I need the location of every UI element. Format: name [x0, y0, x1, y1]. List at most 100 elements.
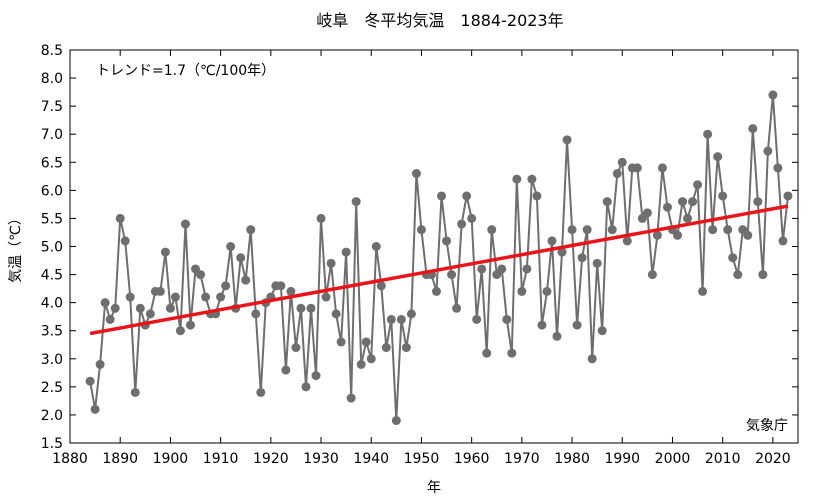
- data-point: [432, 286, 442, 296]
- x-tick-label: 1950: [404, 451, 440, 467]
- data-point: [296, 303, 306, 313]
- y-tick-label: 2.0: [41, 408, 63, 424]
- data-point: [256, 387, 266, 397]
- data-point: [557, 247, 567, 257]
- y-tick-label: 4.5: [41, 268, 63, 284]
- data-point: [517, 286, 527, 296]
- data-point: [105, 314, 115, 324]
- data-point: [703, 129, 713, 139]
- data-point: [763, 146, 773, 156]
- data-point: [582, 225, 592, 235]
- data-point: [341, 247, 351, 257]
- data-point: [356, 359, 366, 369]
- data-point: [120, 236, 130, 246]
- data-point: [477, 264, 487, 274]
- data-point: [622, 236, 632, 246]
- data-point: [311, 371, 321, 381]
- data-point: [406, 309, 416, 319]
- data-point: [617, 157, 627, 167]
- y-tick-label: 8.0: [41, 71, 63, 87]
- x-tick-label: 2010: [705, 451, 741, 467]
- data-point: [562, 135, 572, 145]
- data-point: [547, 236, 557, 246]
- data-point: [512, 174, 522, 184]
- y-axis: 1.5 2.0 2.5 3.0 3.5 4.0 4.5 5.0 5.5 6.0 6.5 7.0 7.5 8…: [41, 43, 798, 452]
- data-point: [371, 242, 381, 251]
- source-label: 気象庁: [746, 418, 788, 434]
- data-point: [170, 292, 180, 302]
- data-point: [467, 213, 477, 223]
- data-point: [487, 225, 497, 235]
- data-point: [542, 286, 552, 296]
- data-point: [246, 225, 256, 235]
- data-point: [326, 258, 336, 268]
- data-point: [115, 213, 125, 223]
- data-point: [783, 191, 793, 201]
- data-point: [773, 163, 783, 173]
- data-point: [527, 174, 537, 184]
- data-point: [577, 253, 587, 263]
- trend-annotation: トレンド=1.7（℃/100年）: [96, 63, 275, 79]
- series-layer: [85, 90, 793, 426]
- y-tick-label: 4.0: [41, 296, 63, 312]
- data-point: [100, 298, 110, 308]
- data-point: [567, 225, 577, 235]
- data-point: [708, 225, 718, 235]
- data-point: [768, 90, 778, 100]
- y-axis-label: 気温（℃）: [8, 211, 24, 283]
- data-point: [226, 242, 236, 251]
- data-point: [221, 281, 231, 291]
- data-point: [180, 219, 190, 229]
- series-line: [89, 94, 789, 421]
- data-point: [572, 320, 582, 330]
- data-point: [657, 163, 667, 173]
- data-point: [396, 314, 406, 324]
- data-point: [607, 225, 617, 235]
- trend-line: [89, 204, 789, 336]
- data-point: [602, 197, 612, 207]
- data-point: [376, 281, 386, 291]
- x-tick-label: 1890: [102, 451, 138, 467]
- data-point: [673, 230, 683, 240]
- data-point: [743, 230, 753, 240]
- data-point: [386, 314, 396, 324]
- data-point: [642, 208, 652, 218]
- data-point: [778, 236, 788, 246]
- data-point: [678, 197, 688, 207]
- data-point: [462, 191, 472, 201]
- data-point: [145, 309, 155, 319]
- data-point: [698, 286, 708, 296]
- x-tick-label: 1960: [454, 451, 490, 467]
- data-point: [748, 124, 758, 134]
- data-point: [537, 320, 547, 330]
- data-point: [236, 253, 246, 263]
- x-tick-label: 2000: [655, 451, 691, 467]
- y-tick-label: 8.5: [41, 43, 63, 59]
- data-point: [301, 382, 311, 392]
- data-point: [241, 275, 251, 285]
- y-tick-label: 3.5: [41, 324, 63, 340]
- data-point: [758, 270, 768, 280]
- data-point: [452, 303, 462, 313]
- x-tick-label: 1880: [52, 451, 88, 467]
- data-point: [251, 309, 261, 319]
- data-point: [306, 303, 316, 313]
- x-axis: 1880 1890 1900 1910 1920 1930 1940 1950 1960 1970…: [52, 50, 791, 467]
- data-point: [652, 230, 662, 240]
- data-point: [447, 270, 457, 280]
- x-axis-label: 年: [427, 480, 441, 496]
- x-tick-label: 1910: [203, 451, 239, 467]
- data-point: [391, 416, 401, 426]
- data-point: [718, 191, 728, 201]
- x-tick-label: 1980: [554, 451, 590, 467]
- data-point: [587, 354, 597, 364]
- data-point: [201, 292, 211, 302]
- data-point: [351, 197, 361, 207]
- y-tick-label: 3.0: [41, 352, 63, 368]
- y-tick-label: 5.5: [41, 211, 63, 227]
- data-point: [472, 314, 482, 324]
- data-point: [401, 343, 411, 353]
- x-tick-label: 1930: [303, 451, 339, 467]
- data-point: [321, 292, 331, 302]
